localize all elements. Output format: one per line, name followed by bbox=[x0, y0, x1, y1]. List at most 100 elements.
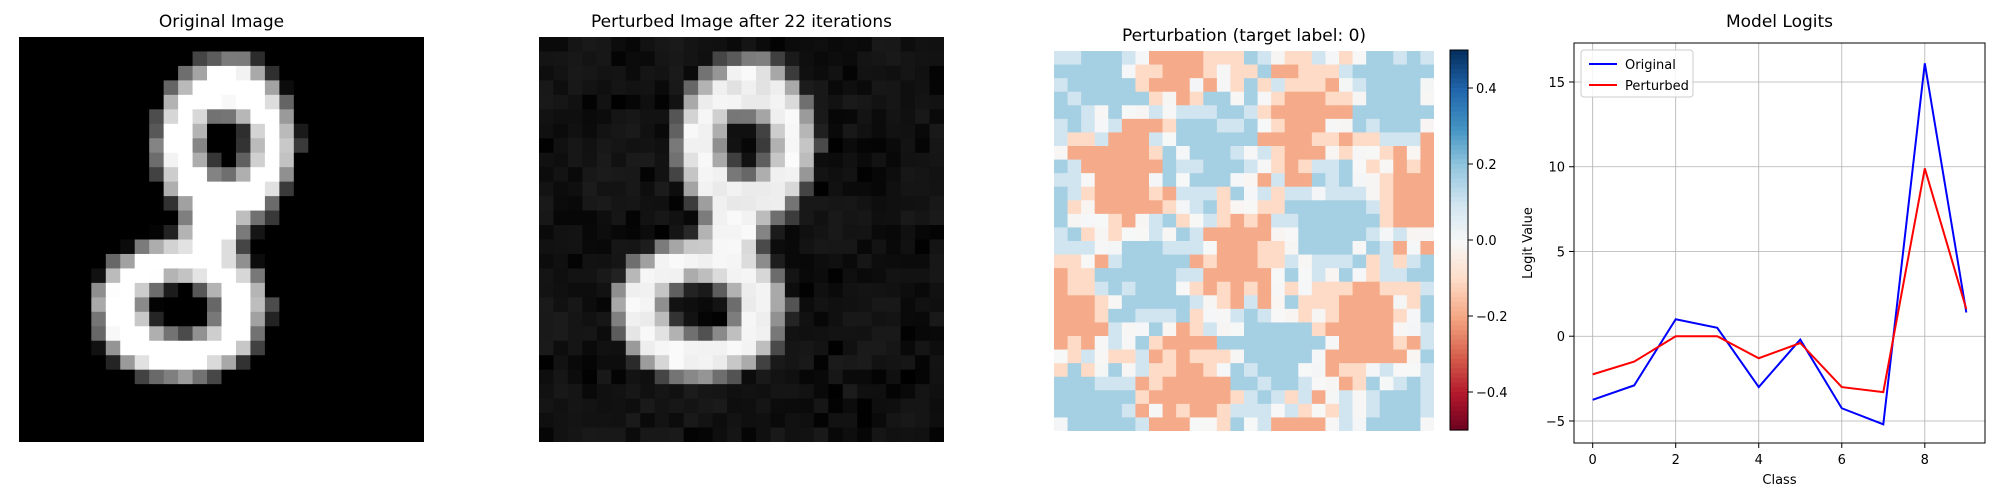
perturbed-pixel bbox=[582, 340, 598, 356]
original-pixel bbox=[395, 253, 411, 270]
perturbed-pixel bbox=[741, 311, 757, 327]
perturbation-pixel bbox=[1216, 51, 1232, 66]
perturbed-pixel bbox=[553, 398, 569, 414]
perturbed-pixel bbox=[871, 210, 887, 226]
original-pixel bbox=[293, 181, 309, 197]
original-pixel bbox=[47, 355, 63, 371]
perturbed-pixel bbox=[683, 297, 699, 313]
perturbation-pixel bbox=[1366, 308, 1381, 324]
perturbed-pixel bbox=[799, 326, 815, 342]
perturbation-pixel bbox=[1189, 241, 1204, 256]
perturbed-pixel bbox=[727, 297, 743, 313]
perturbation-pixel bbox=[1339, 105, 1354, 120]
perturbed-pixel bbox=[871, 413, 887, 429]
perturbed-pixel bbox=[857, 152, 873, 168]
original-pixel bbox=[91, 413, 107, 429]
colorbar-segment bbox=[1450, 154, 1468, 160]
original-pixel bbox=[91, 94, 107, 110]
perturbed-pixel bbox=[784, 138, 800, 154]
perturbation-pixel bbox=[1339, 186, 1354, 201]
perturbed-pixel bbox=[553, 123, 569, 139]
perturbed-pixel bbox=[683, 282, 699, 298]
perturbed-pixel bbox=[886, 167, 902, 183]
perturbation-pixel bbox=[1298, 91, 1313, 106]
perturbed-pixel bbox=[567, 427, 583, 442]
original-pixel bbox=[19, 427, 35, 442]
perturbation-pixel bbox=[1366, 417, 1381, 431]
perturbed-pixel bbox=[596, 65, 612, 81]
original-pixel bbox=[178, 268, 194, 284]
perturbed-pixel bbox=[539, 181, 555, 197]
perturbed-pixel bbox=[784, 427, 800, 442]
original-pixel bbox=[279, 413, 295, 429]
perturbation-pixel bbox=[1203, 64, 1218, 79]
perturbation-pixel bbox=[1162, 186, 1177, 201]
perturbation-pixel bbox=[1121, 268, 1137, 283]
perturbed-pixel bbox=[842, 37, 858, 53]
perturbed-pixel bbox=[784, 239, 800, 255]
original-pixel bbox=[207, 355, 223, 371]
perturbed-pixel bbox=[929, 37, 944, 53]
perturbed-pixel bbox=[741, 138, 757, 154]
perturbed-pixel bbox=[669, 37, 685, 53]
perturbed-pixel bbox=[842, 311, 858, 327]
perturbed-pixel bbox=[596, 210, 612, 226]
perturbation-pixel bbox=[1244, 51, 1259, 66]
perturbation-pixel bbox=[1162, 376, 1177, 391]
colorbar-segment bbox=[1450, 202, 1468, 208]
original-image-title: Original Image bbox=[158, 12, 285, 32]
perturbation-pixel bbox=[1054, 390, 1069, 405]
original-pixel bbox=[149, 65, 165, 81]
perturbed-pixel bbox=[727, 311, 743, 327]
original-pixel bbox=[134, 210, 150, 226]
original-pixel bbox=[105, 80, 121, 96]
original-pixel bbox=[207, 167, 223, 183]
original-pixel bbox=[33, 239, 49, 255]
original-pixel bbox=[163, 51, 179, 67]
original-pixel bbox=[33, 384, 49, 400]
original-pixel bbox=[351, 427, 367, 442]
perturbed-pixel bbox=[741, 369, 757, 385]
perturbed-pixel bbox=[915, 253, 931, 270]
x-tick-label: 4 bbox=[1755, 453, 1763, 468]
original-pixel bbox=[351, 167, 367, 183]
original-pixel bbox=[19, 181, 35, 197]
original-pixel bbox=[221, 268, 237, 284]
perturbed-pixel bbox=[828, 65, 844, 81]
original-pixel bbox=[105, 311, 121, 327]
perturbed-pixel bbox=[567, 340, 583, 356]
perturbation-pixel bbox=[1203, 227, 1218, 242]
perturbed-pixel bbox=[683, 239, 699, 255]
original-pixel bbox=[221, 369, 237, 385]
perturbed-pixel bbox=[813, 253, 829, 270]
perturbation-pixel bbox=[1366, 91, 1381, 106]
original-pixel bbox=[178, 282, 194, 298]
perturbation-pixel bbox=[1216, 254, 1232, 269]
perturbed-pixel bbox=[683, 51, 699, 67]
perturbation-pixel bbox=[1067, 118, 1082, 134]
perturbed-pixel bbox=[784, 225, 800, 241]
original-pixel bbox=[178, 225, 194, 241]
original-pixel bbox=[322, 123, 338, 139]
original-pixel bbox=[380, 167, 396, 183]
perturbed-pixel bbox=[741, 253, 757, 270]
colorbar-segment bbox=[1450, 406, 1468, 412]
perturbation-pixel bbox=[1149, 254, 1164, 269]
colorbar-segment bbox=[1450, 335, 1468, 341]
perturbation-pixel bbox=[1067, 403, 1082, 419]
perturbation-pixel bbox=[1108, 322, 1123, 337]
original-pixel bbox=[351, 51, 367, 67]
original-pixel bbox=[33, 311, 49, 327]
perturbed-pixel bbox=[755, 239, 772, 255]
perturbed-pixel bbox=[567, 225, 583, 241]
perturbed-pixel bbox=[640, 109, 656, 125]
perturbed-pixel bbox=[640, 152, 656, 168]
perturbation-pixel bbox=[1379, 295, 1394, 310]
perturbed-pixel bbox=[582, 225, 598, 241]
original-pixel bbox=[178, 297, 194, 313]
perturbed-pixel bbox=[625, 268, 641, 284]
perturbation-pixel bbox=[1230, 403, 1245, 419]
perturbation-pixel bbox=[1121, 200, 1137, 215]
perturbation-pixel bbox=[1203, 159, 1218, 174]
